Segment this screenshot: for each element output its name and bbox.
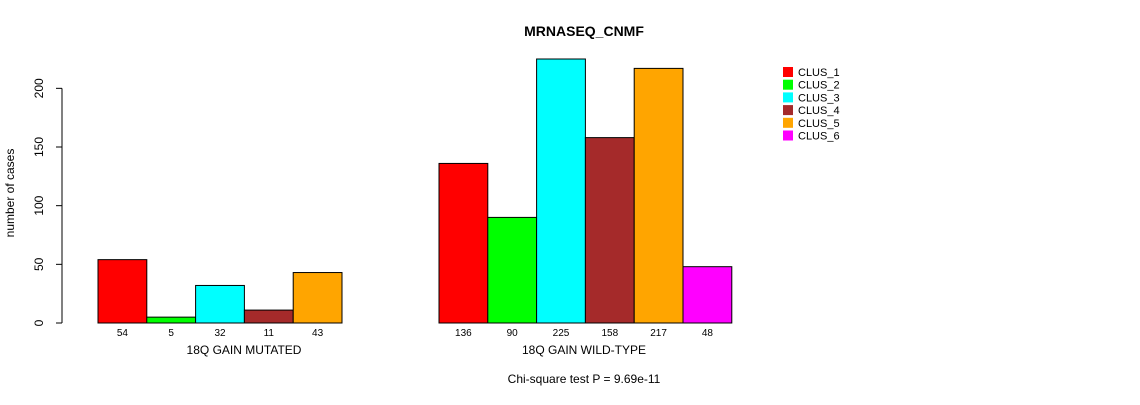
bar-count-label: 11 [264,328,275,339]
bar-clus-3 [536,58,586,324]
bar-clus-2 [487,216,538,324]
legend-swatch [783,92,793,103]
bar-clus-3 [195,284,245,324]
bar-clus-4 [243,309,294,324]
y-tick-label: 150 [32,137,46,157]
legend-swatch [783,117,793,128]
chart-title: MRNASEQ_CNMF [524,23,644,39]
bar-count-label: 5 [168,328,174,339]
bar-count-label: 48 [702,328,714,339]
chart-subtitle: Chi-square test P = 9.69e-11 [508,372,661,386]
bar-clus-1 [438,162,489,324]
bar-clus-6 [682,266,733,324]
bar-count-label: 225 [553,328,570,339]
bar-count-label: 90 [507,328,519,339]
legend-swatch [783,105,793,116]
bar-clus-4 [584,137,635,324]
legend-label: CLUS_5 [798,118,840,130]
bar-labels: 54 5 32 11 43 18Q GAIN MUTATED 136 90 225 158 217 4… [117,328,714,357]
legend-label: CLUS_6 [798,131,840,143]
legend-swatch [783,79,793,90]
legend-label: CLUS_2 [798,80,840,92]
bar-count-label: 43 [312,328,324,339]
bar-clus-5 [292,272,343,324]
bar-clus-1 [97,259,148,324]
bar-count-label: 32 [214,328,226,339]
bars [97,58,733,324]
group-label: 18Q GAIN MUTATED [187,343,302,357]
bar-count-label: 136 [455,328,472,339]
y-tick-label: 50 [32,257,46,271]
bar-count-label: 217 [650,328,667,339]
legend-label: CLUS_4 [798,105,840,117]
bar-count-label: 158 [601,328,618,339]
legend-label: CLUS_1 [798,67,840,79]
y-axis: 0 50 100 150 200 [32,78,63,326]
y-axis-label: number of cases [3,149,17,238]
bar-clus-5 [633,67,684,324]
bar-clus-2 [146,316,197,324]
y-tick-label: 0 [32,319,46,326]
bar-count-label: 54 [117,328,129,339]
legend-swatch [783,130,793,141]
legend-swatch [783,67,793,77]
legend-label: CLUS_3 [798,92,840,104]
group-label: 18Q GAIN WILD-TYPE [522,343,646,357]
y-tick-label: 100 [32,195,46,215]
y-tick-label: 200 [32,78,46,98]
